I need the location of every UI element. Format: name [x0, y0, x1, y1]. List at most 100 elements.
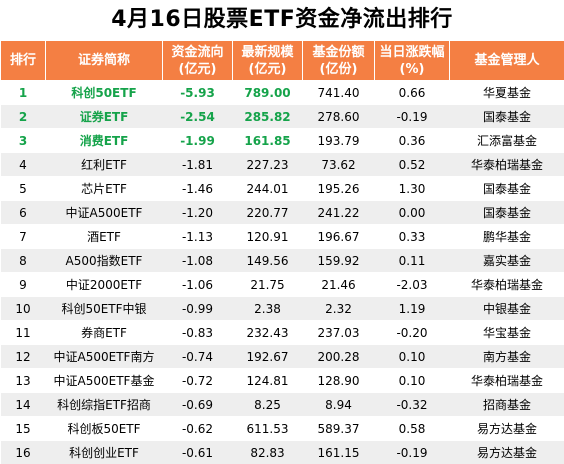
- header-name: 证券简称: [45, 40, 163, 81]
- cell-manager: 国泰基金: [449, 104, 564, 129]
- table-row: 8 A500指数ETF -1.08 149.56 159.92 0.11 嘉实基金: [0, 248, 564, 273]
- cell-shares: 161.15: [302, 440, 375, 464]
- cell-scale: 149.56: [232, 248, 303, 273]
- cell-rank: 9: [0, 272, 46, 297]
- cell-flow: -1.13: [162, 224, 233, 249]
- cell-scale: 120.91: [232, 224, 303, 249]
- cell-manager: 嘉实基金: [449, 248, 564, 273]
- cell-manager: 招商基金: [449, 392, 564, 417]
- cell-flow: -0.74: [162, 344, 233, 369]
- cell-shares: 278.60: [302, 104, 375, 129]
- cell-rank: 8: [0, 248, 46, 273]
- header-manager: 基金管理人: [449, 40, 564, 81]
- cell-rank: 16: [0, 440, 46, 464]
- cell-scale: 161.85: [232, 128, 303, 153]
- cell-flow: -0.62: [162, 416, 233, 441]
- cell-shares: 237.03: [302, 320, 375, 345]
- cell-shares: 193.79: [302, 128, 375, 153]
- table-row: 6 中证A500ETF -1.20 220.77 241.22 0.00 国泰基金: [0, 200, 564, 225]
- page-title: 4月16日股票ETF资金净流出排行: [111, 7, 453, 32]
- cell-scale: 220.77: [232, 200, 303, 225]
- table-row: 10 科创50ETF中银 -0.99 2.38 2.32 1.19 中银基金: [0, 296, 564, 321]
- table-row: 11 券商ETF -0.83 232.43 237.03 -0.20 华宝基金: [0, 320, 564, 345]
- cell-manager: 南方基金: [449, 344, 564, 369]
- cell-change: 0.00: [374, 200, 450, 225]
- cell-shares: 200.28: [302, 344, 375, 369]
- table-header-row: 排行 证券简称 资金流向 (亿元) 最新规模 (亿元) 基金份额 (亿份) 当日涨跌幅…: [0, 40, 564, 81]
- cell-name: 消费ETF: [45, 128, 163, 153]
- cell-shares: 196.67: [302, 224, 375, 249]
- cell-name: 酒ETF: [45, 224, 163, 249]
- cell-rank: 12: [0, 344, 46, 369]
- cell-name: 证券ETF: [45, 104, 163, 129]
- cell-name: 芯片ETF: [45, 176, 163, 201]
- table-row: 9 中证2000ETF -1.06 21.75 21.46 -2.03 华泰柏瑞基金: [0, 272, 564, 297]
- cell-flow: -0.72: [162, 368, 233, 393]
- cell-name: 科创50ETF中银: [45, 296, 163, 321]
- cell-shares: 8.94: [302, 392, 375, 417]
- cell-shares: 589.37: [302, 416, 375, 441]
- table-row: 16 科创创业ETF -0.61 82.83 161.15 -0.19 易方达基金: [0, 440, 564, 464]
- cell-manager: 鹏华基金: [449, 224, 564, 249]
- cell-rank: 7: [0, 224, 46, 249]
- cell-scale: 227.23: [232, 152, 303, 177]
- cell-rank: 1: [0, 80, 46, 105]
- header-rank: 排行: [0, 40, 46, 81]
- cell-change: -0.20: [374, 320, 450, 345]
- cell-rank: 14: [0, 392, 46, 417]
- header-change: 当日涨跌幅 (%): [374, 40, 450, 81]
- cell-name: 科创创业ETF: [45, 440, 163, 464]
- cell-change: -2.03: [374, 272, 450, 297]
- table-row: 3 消费ETF -1.99 161.85 193.79 0.36 汇添富基金: [0, 128, 564, 153]
- cell-manager: 中银基金: [449, 296, 564, 321]
- cell-flow: -0.99: [162, 296, 233, 321]
- cell-name: 科创板50ETF: [45, 416, 163, 441]
- cell-change: 0.58: [374, 416, 450, 441]
- cell-change: 0.10: [374, 344, 450, 369]
- cell-flow: -1.46: [162, 176, 233, 201]
- cell-name: 中证A500ETF南方: [45, 344, 163, 369]
- cell-rank: 15: [0, 416, 46, 441]
- table-row: 5 芯片ETF -1.46 244.01 195.26 1.30 国泰基金: [0, 176, 564, 201]
- cell-change: -0.19: [374, 440, 450, 464]
- cell-rank: 13: [0, 368, 46, 393]
- cell-scale: 21.75: [232, 272, 303, 297]
- cell-change: 0.10: [374, 368, 450, 393]
- cell-manager: 易方达基金: [449, 416, 564, 441]
- cell-shares: 195.26: [302, 176, 375, 201]
- cell-name: 中证A500ETF基金: [45, 368, 163, 393]
- cell-manager: 华泰柏瑞基金: [449, 368, 564, 393]
- cell-change: 0.52: [374, 152, 450, 177]
- header-scale: 最新规模 (亿元): [232, 40, 303, 81]
- cell-manager: 华泰柏瑞基金: [449, 272, 564, 297]
- cell-scale: 232.43: [232, 320, 303, 345]
- cell-scale: 285.82: [232, 104, 303, 129]
- table-row: 15 科创板50ETF -0.62 611.53 589.37 0.58 易方达基金: [0, 416, 564, 441]
- cell-scale: 789.00: [232, 80, 303, 105]
- cell-manager: 华宝基金: [449, 320, 564, 345]
- cell-rank: 11: [0, 320, 46, 345]
- table-row: 12 中证A500ETF南方 -0.74 192.67 200.28 0.10 南方基金: [0, 344, 564, 369]
- cell-change: 0.33: [374, 224, 450, 249]
- cell-manager: 国泰基金: [449, 200, 564, 225]
- cell-flow: -1.99: [162, 128, 233, 153]
- cell-change: 0.66: [374, 80, 450, 105]
- cell-flow: -1.08: [162, 248, 233, 273]
- cell-flow: -1.81: [162, 152, 233, 177]
- cell-shares: 128.90: [302, 368, 375, 393]
- cell-change: -0.19: [374, 104, 450, 129]
- cell-rank: 2: [0, 104, 46, 129]
- cell-name: 中证2000ETF: [45, 272, 163, 297]
- cell-shares: 73.62: [302, 152, 375, 177]
- cell-change: 0.11: [374, 248, 450, 273]
- cell-shares: 21.46: [302, 272, 375, 297]
- cell-name: 红利ETF: [45, 152, 163, 177]
- cell-name: 科创综指ETF招商: [45, 392, 163, 417]
- table-row: 13 中证A500ETF基金 -0.72 124.81 128.90 0.10 华泰柏瑞基金: [0, 368, 564, 393]
- cell-flow: -0.61: [162, 440, 233, 464]
- cell-rank: 6: [0, 200, 46, 225]
- cell-scale: 82.83: [232, 440, 303, 464]
- table-row: 14 科创综指ETF招商 -0.69 8.25 8.94 -0.32 招商基金: [0, 392, 564, 417]
- cell-name: 中证A500ETF: [45, 200, 163, 225]
- table-row: 1 科创50ETF -5.93 789.00 741.40 0.66 华夏基金: [0, 80, 564, 105]
